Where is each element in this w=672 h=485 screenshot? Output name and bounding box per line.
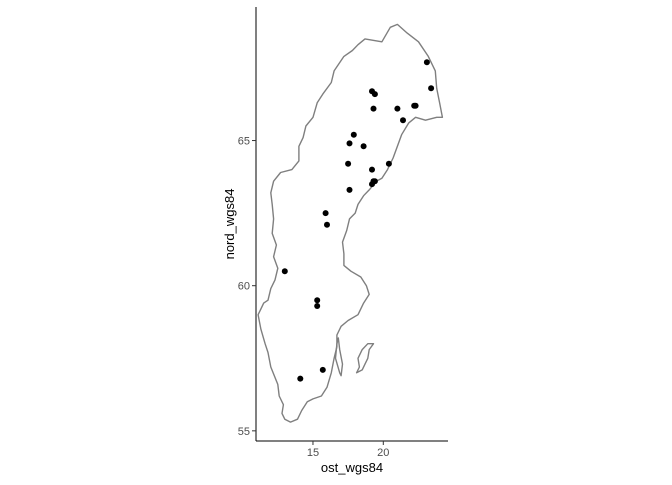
data-point-24 — [412, 102, 419, 109]
data-point-2 — [319, 366, 326, 373]
data-point-18 — [371, 91, 378, 98]
y-tick-label-60: 60 — [238, 281, 250, 293]
data-point-25 — [423, 59, 430, 66]
data-point-5 — [314, 303, 321, 309]
y-axis-title: nord_wgs84 — [222, 189, 237, 260]
data-point-1 — [297, 375, 304, 382]
data-point-20 — [385, 160, 392, 167]
data-point-9 — [346, 186, 353, 193]
data-point-19 — [370, 105, 377, 112]
axes-layer — [255, 7, 448, 442]
data-point-7 — [324, 221, 330, 228]
data-point-12 — [360, 143, 367, 150]
island-outline-1 — [334, 337, 344, 377]
data-point-11 — [350, 131, 357, 138]
data-point-3 — [281, 268, 288, 275]
x-tick-label-15: 15 — [307, 447, 319, 459]
country-outline-layer — [257, 23, 444, 423]
data-point-6 — [322, 210, 329, 217]
points-layer — [281, 59, 435, 382]
data-point-13 — [369, 166, 375, 173]
island-outline-2 — [355, 343, 375, 374]
y-tick-label-65: 65 — [238, 136, 250, 148]
data-point-4 — [314, 297, 321, 304]
ticks-layer: 15 20 55 60 65 — [238, 136, 390, 459]
data-point-21 — [394, 105, 401, 112]
sweden-outline — [257, 23, 444, 423]
data-point-26 — [428, 85, 435, 92]
x-axis-title: ost_wgs84 — [321, 460, 383, 475]
data-point-22 — [400, 117, 406, 124]
data-point-16 — [370, 178, 377, 185]
x-tick-label-20: 20 — [377, 447, 389, 459]
y-tick-label-55: 55 — [238, 426, 250, 438]
data-point-10 — [346, 140, 353, 147]
data-point-8 — [345, 160, 352, 167]
